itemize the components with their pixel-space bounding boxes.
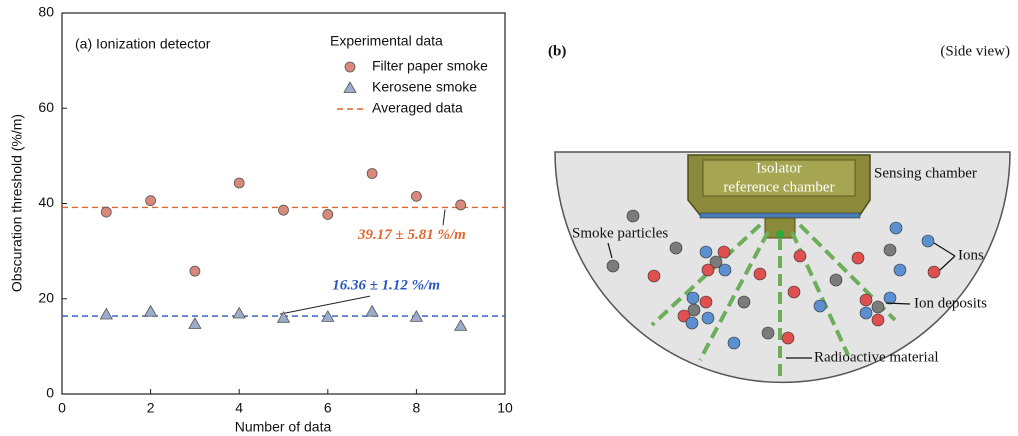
- ion-deposits-label: Ion deposits: [914, 295, 987, 311]
- triangle-point: [189, 318, 201, 329]
- triangle-point: [344, 82, 356, 93]
- y-tick-label: 80: [38, 4, 54, 20]
- y-tick-label: 40: [38, 194, 54, 210]
- radioactive-material-label: Radioactive material: [814, 349, 939, 365]
- ions-label: Ions: [958, 247, 984, 263]
- circle-point: [279, 205, 289, 215]
- page: (a) Ionization detector Number of data O…: [0, 0, 1018, 436]
- y-axis-title: Obscuration threshold (%/m): [9, 114, 25, 292]
- legend-label: Averaged data: [372, 100, 463, 116]
- triangle-point: [278, 312, 290, 323]
- x-tick-label: 4: [235, 400, 243, 416]
- circle-point: [190, 266, 200, 276]
- circle-point: [456, 200, 466, 210]
- annotation-arrow: [280, 296, 370, 314]
- circle-point: [411, 191, 421, 201]
- circle-point: [234, 178, 244, 188]
- circle-point: [345, 62, 355, 72]
- triangle-point: [233, 308, 245, 319]
- triangle-point: [100, 308, 112, 319]
- source: [776, 230, 784, 238]
- y-tick-label: 0: [46, 385, 54, 401]
- isolator-label-1: Isolator: [756, 160, 802, 176]
- triangle-point: [145, 306, 157, 317]
- x-tick-label: 0: [58, 400, 66, 416]
- x-tick-label: 2: [147, 400, 155, 416]
- average-annotation: 16.36 ± 1.12 %/m: [332, 278, 440, 294]
- circle-point: [323, 209, 333, 219]
- sensing-chamber-label: Sensing chamber: [874, 165, 977, 181]
- legend-label: Filter paper smoke: [372, 58, 488, 74]
- triangle-point: [455, 320, 467, 331]
- plate: [700, 213, 860, 218]
- legend-label: Kerosene smoke: [372, 79, 477, 95]
- figure: (a) Ionization detector Number of data O…: [0, 0, 1018, 436]
- annotation-arrow: [443, 209, 445, 225]
- legend-title: Experimental data: [330, 33, 443, 49]
- x-tick-label: 10: [497, 400, 513, 416]
- smoke-particles-label: Smoke particles: [572, 225, 668, 241]
- isolator-label-2: reference chamber: [723, 179, 834, 195]
- circle-point: [146, 196, 156, 206]
- triangle-point: [366, 306, 378, 317]
- x-axis-title: Number of data: [235, 419, 332, 435]
- average-annotation: 39.17 ± 5.81 %/m: [357, 227, 466, 243]
- diagram: (b) (Side view): [548, 43, 1010, 382]
- x-tick-label: 8: [413, 400, 421, 416]
- x-tick-label: 6: [324, 400, 332, 416]
- y-tick-label: 60: [38, 99, 54, 115]
- panel-label: (a) Ionization detector: [75, 36, 211, 52]
- circle-point: [367, 168, 377, 178]
- view-label: (Side view): [940, 43, 1010, 59]
- y-tick-label: 20: [38, 289, 54, 305]
- circle-point: [101, 207, 111, 217]
- panel-label-b: (b): [548, 43, 566, 59]
